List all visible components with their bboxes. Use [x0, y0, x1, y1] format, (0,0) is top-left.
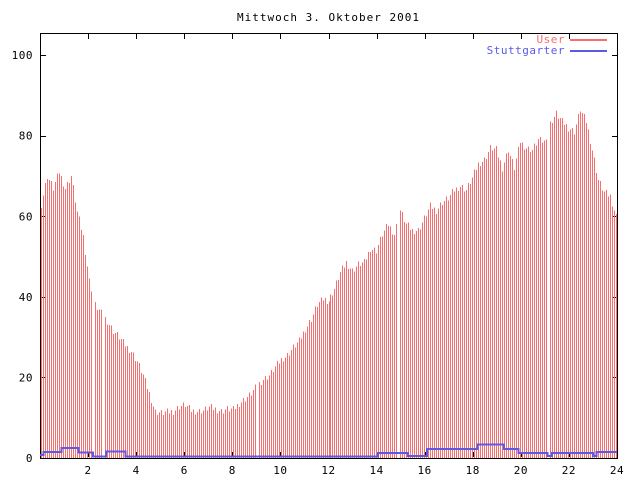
x-tick-label: 22 [562, 464, 576, 477]
y-tick-label: 0 [26, 452, 33, 465]
y-tick-label: 60 [19, 210, 33, 223]
x-tick-label: 18 [466, 464, 480, 477]
legend-label-stuttgarter: Stuttgarter [486, 44, 565, 57]
x-tick-label: 12 [321, 464, 335, 477]
legend-line-sample-stuttgarter [570, 50, 607, 52]
y-tick-label: 80 [19, 130, 33, 143]
x-tick-label: 14 [369, 464, 383, 477]
x-tick-label: 6 [181, 464, 188, 477]
x-tick-label: 4 [133, 464, 140, 477]
user-impulses-series [41, 110, 617, 458]
y-tick-label: 100 [12, 49, 33, 62]
y-tick-label: 40 [19, 291, 33, 304]
x-tick-label: 8 [229, 464, 236, 477]
legend-line-sample-user [570, 39, 607, 41]
x-tick-label: 16 [418, 464, 432, 477]
x-tick-label: 2 [85, 464, 92, 477]
chart-title: Mittwoch 3. Oktober 2001 [237, 11, 420, 24]
legend-label-user: User [536, 33, 565, 46]
plot-border [40, 33, 618, 459]
x-tick-label: 10 [273, 464, 287, 477]
y-tick-label: 20 [19, 371, 33, 384]
x-tick-label: 20 [514, 464, 528, 477]
x-tick-label: 24 [610, 464, 624, 477]
stuttgarter-line-series [40, 443, 617, 458]
